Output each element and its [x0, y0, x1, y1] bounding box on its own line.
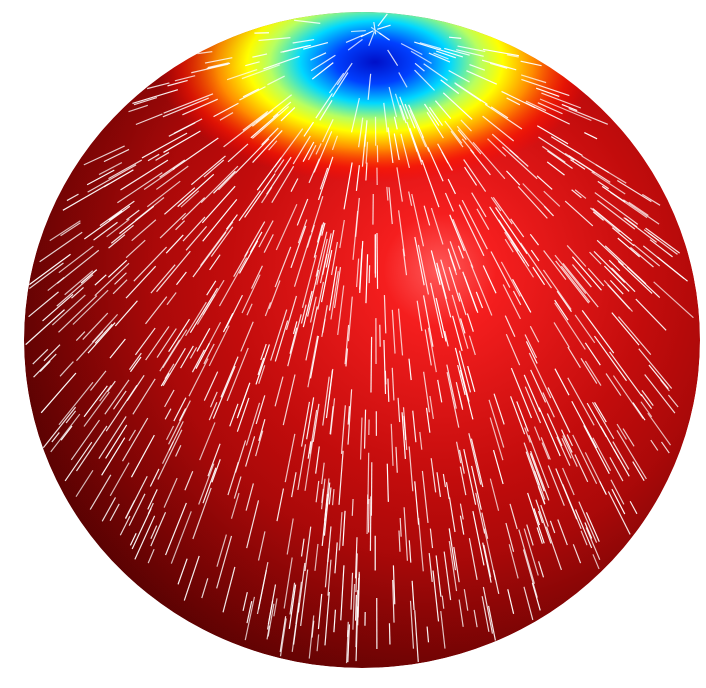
sphere [24, 0, 700, 668]
field-line [389, 623, 390, 644]
field-line [367, 494, 368, 533]
field-line [348, 622, 349, 637]
page: (() => { const ns = 'http://www.w3.org/2… [0, 0, 706, 688]
sphere-render [0, 0, 706, 688]
field-line [377, 233, 378, 289]
field-line [371, 337, 372, 393]
field-line [352, 499, 353, 516]
sphere-shading [24, 12, 700, 668]
